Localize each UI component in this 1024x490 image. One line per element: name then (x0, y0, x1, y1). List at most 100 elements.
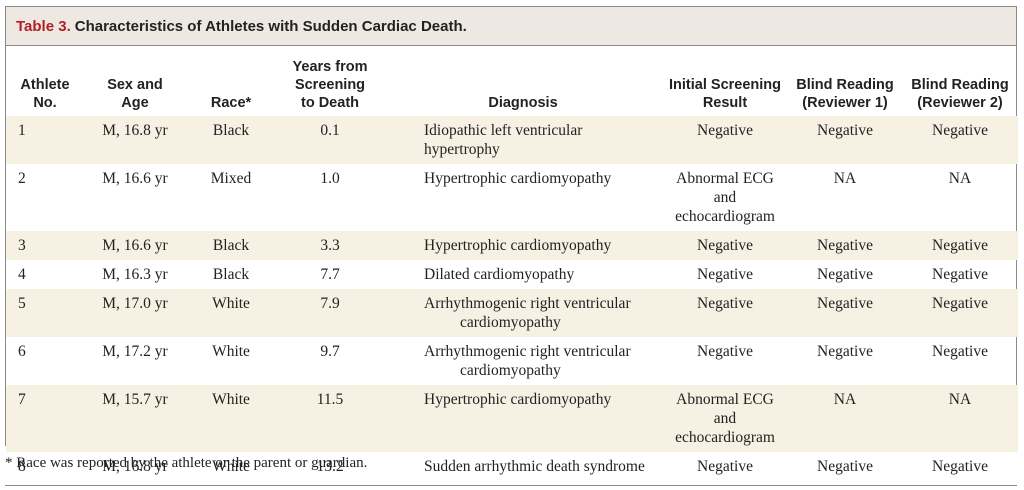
table-title: Characteristics of Athletes with Sudden … (74, 17, 467, 35)
cell-diagnosis-line: Arrhythmogenic right ventricular (424, 295, 631, 312)
cell-initial-screening: Negative (662, 260, 788, 289)
cell-blind-reviewer-2: Negative (902, 289, 1018, 337)
header-years-line: Screening (294, 77, 366, 93)
cell-athlete-no: 6 (18, 343, 26, 360)
cell-diagnosis: Sudden arrhythmic death syndrome (384, 452, 662, 481)
cell-blind-reviewer-1: Negative (788, 116, 902, 164)
header-sex-age-line: Age (121, 95, 149, 111)
cell-diagnosis: Hypertrophic cardiomyopathy (384, 385, 662, 452)
cell-initial-screening-line: Abnormal ECG and (676, 170, 774, 206)
cell-blind-reviewer-1: Negative (817, 458, 873, 475)
cell-diagnosis-line: cardiomyopathy (460, 362, 561, 379)
cell-diagnosis-line: Hypertrophic cardiomyopathy (424, 391, 612, 408)
cell-athlete-no: 7 (6, 385, 84, 452)
header-blind-reviewer-1: Blind Reading (Reviewer 1) (788, 46, 902, 116)
cell-sex-age: M, 16.8 yr (102, 458, 168, 475)
cell-blind-reviewer-2: Negative (902, 231, 1018, 260)
header-initial-screening: Initial Screening Result (662, 46, 788, 116)
cell-initial-screening-line: echocardiogram (675, 429, 775, 446)
cell-diagnosis: Idiopathic left ventricular hypertrophy (384, 116, 662, 164)
header-athlete-no-line: Athlete (20, 77, 70, 93)
cell-initial-screening-line: Negative (697, 237, 753, 254)
cell-initial-screening-line: Abnormal ECG and (676, 391, 774, 427)
header-years: Years from Screening to Death (276, 46, 384, 116)
cell-blind-reviewer-1: Negative (817, 343, 873, 360)
cell-diagnosis-line: Hypertrophic cardiomyopathy (424, 170, 612, 187)
cell-race: Black (212, 266, 250, 283)
table-row: 3 M, 16.6 yr Black 3.3 Hypertrophic cardiomy… (6, 231, 1018, 260)
cell-initial-screening-line: Negative (697, 295, 753, 312)
cell-years: 7.7 (320, 266, 340, 283)
cell-initial-screening-line: Negative (697, 343, 753, 360)
cell-years: 9.7 (320, 343, 340, 360)
cell-blind-reviewer-1: NA (788, 385, 902, 452)
cell-race: Black (186, 231, 276, 260)
header-blind-reviewer-2: Blind Reading (Reviewer 2) (902, 46, 1018, 116)
cell-sex-age: M, 15.7 yr (84, 385, 186, 452)
cell-blind-reviewer-2: Negative (932, 266, 988, 283)
cell-race: Black (186, 116, 276, 164)
header-athlete-no: Athlete No. (6, 46, 84, 116)
header-race-line: Race* (210, 95, 252, 111)
cell-blind-reviewer-1: Negative (788, 231, 902, 260)
header-race: Race* (186, 46, 276, 116)
cell-race: White (212, 343, 250, 360)
cell-years: 0.1 (276, 116, 384, 164)
cell-initial-screening-line: Negative (697, 122, 753, 139)
cell-athlete-no: 1 (6, 116, 84, 164)
cell-diagnosis-line: Dilated cardiomyopathy (424, 266, 575, 283)
cell-years: 7.9 (276, 289, 384, 337)
header-initial-screening-line: Result (702, 95, 748, 111)
table-frame: Table 3. Characteristics of Athletes wit… (5, 6, 1018, 475)
header-diagnosis-line: Diagnosis (488, 95, 558, 111)
table-row: 5 M, 17.0 yr White 7.9 Arrhythmogenic right … (6, 289, 1018, 337)
table-row: 8 M, 16.8 yr White 13.2 Sudden arrhythmic de… (6, 452, 1018, 481)
cell-initial-screening: Negative (662, 452, 788, 481)
table-title-bar: Table 3. Characteristics of Athletes wit… (6, 7, 1016, 46)
cell-blind-reviewer-2: Negative (932, 343, 988, 360)
cell-blind-reviewer-2: NA (902, 385, 1018, 452)
cell-diagnosis: Hypertrophic cardiomyopathy (384, 231, 662, 260)
header-athlete-no-line: No. (33, 95, 57, 111)
table-row: 4 M, 16.3 yr Black 7.7 Dilated cardiomyopath… (6, 260, 1018, 289)
table-label: Table 3. (16, 17, 71, 35)
cell-race: White (186, 289, 276, 337)
cell-athlete-no: 4 (18, 266, 26, 283)
cell-athlete-no: 5 (6, 289, 84, 337)
cell-diagnosis-line: Sudden arrhythmic death syndrome (424, 458, 645, 475)
bottom-rule (5, 485, 1017, 486)
cell-race: White (186, 385, 276, 452)
cell-sex-age: M, 17.0 yr (84, 289, 186, 337)
cell-initial-screening: Abnormal ECG and echocardiogram (662, 385, 788, 452)
cell-blind-reviewer-2: NA (948, 170, 972, 187)
table-row: 6 M, 17.2 yr White 9.7 Arrhythmogenic right … (6, 337, 1018, 385)
cell-sex-age: M, 16.8 yr (84, 116, 186, 164)
header-sex-age-line: Sex and (107, 77, 163, 93)
cell-diagnosis: Arrhythmogenic right ventricular cardiomy… (384, 337, 662, 385)
cell-years: 11.5 (276, 385, 384, 452)
header-blind-reviewer-1-line: Blind Reading (796, 77, 894, 93)
cell-blind-reviewer-2: Negative (932, 458, 988, 475)
cell-initial-screening-line: Negative (697, 266, 753, 283)
header-diagnosis: Diagnosis (384, 46, 662, 116)
cell-diagnosis-line: Hypertrophic cardiomyopathy (424, 237, 612, 254)
table-row: 7 M, 15.7 yr White 11.5 Hypertrophic cardiom… (6, 385, 1018, 452)
cell-blind-reviewer-1: Negative (788, 289, 902, 337)
cell-initial-screening: Abnormal ECG and echocardiogram (662, 164, 788, 231)
cell-athlete-no: 2 (18, 170, 26, 187)
header-blind-reviewer-2-line: Blind Reading (911, 77, 1009, 93)
cell-athlete-no: 8 (18, 458, 26, 475)
cell-race: White (212, 458, 250, 475)
cell-years: 3.3 (276, 231, 384, 260)
header-years-line: to Death (301, 95, 359, 111)
cell-blind-reviewer-1: Negative (817, 266, 873, 283)
cell-diagnosis: Dilated cardiomyopathy (384, 260, 662, 289)
header-years-line: Years from (292, 59, 368, 75)
header-blind-reviewer-1-line: (Reviewer 1) (802, 95, 888, 111)
cell-blind-reviewer-1: NA (833, 170, 857, 187)
cell-initial-screening: Negative (662, 116, 788, 164)
cell-years: 1.0 (320, 170, 340, 187)
cell-years: 13.2 (316, 458, 344, 475)
table-row: 1 M, 16.8 yr Black 0.1 Idiopathic left ventr… (6, 116, 1018, 164)
cell-sex-age: M, 17.2 yr (102, 343, 168, 360)
